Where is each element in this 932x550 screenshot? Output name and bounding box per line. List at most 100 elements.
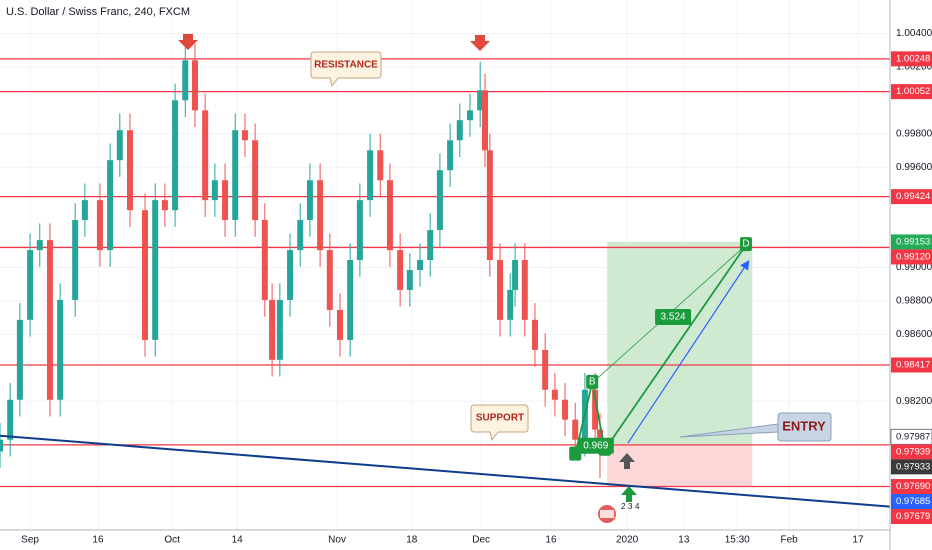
price-label-box <box>891 189 932 205</box>
candle-body <box>202 110 209 201</box>
candle-body <box>306 180 313 221</box>
entry-box <box>777 412 832 442</box>
candle-body <box>572 419 579 440</box>
ratio-box <box>577 437 614 454</box>
candle-body <box>96 200 103 251</box>
arrow-up <box>619 453 635 469</box>
chart-title: U.S. Dollar / Swiss Franc, 240, FXCM <box>6 6 190 18</box>
price-label-box <box>891 51 932 67</box>
candle-body <box>531 319 538 350</box>
candle-body <box>16 319 23 400</box>
x-tick-label: 17 <box>852 535 864 546</box>
arrow-down <box>470 35 490 51</box>
pattern-point <box>739 237 752 252</box>
candle-body <box>367 150 374 201</box>
price-label: 0.97685 <box>896 496 930 507</box>
price-label-box <box>891 249 932 265</box>
ratio-box <box>655 308 692 325</box>
event-label: 4 <box>635 502 640 511</box>
candle-body <box>222 180 229 221</box>
candle-body <box>107 160 114 251</box>
candle-body <box>7 399 14 440</box>
candle-body <box>172 100 179 211</box>
candle-body <box>36 240 43 251</box>
candle-body <box>27 250 34 320</box>
candle-body <box>336 309 343 340</box>
price-label-box <box>891 459 932 475</box>
candle-body <box>592 389 599 430</box>
resistance-bubble <box>310 51 382 88</box>
y-tick-label: 0.98200 <box>896 396 932 407</box>
x-tick-label: Dec <box>472 535 490 546</box>
price-label-box <box>891 479 932 495</box>
price-label-box <box>891 234 932 250</box>
candle-body <box>406 270 413 290</box>
x-tick-label: Feb <box>781 535 799 546</box>
price-label: 0.98417 <box>896 359 930 370</box>
x-tick-label: Nov <box>328 535 346 546</box>
candle-body <box>507 289 514 320</box>
candle-body <box>269 299 276 360</box>
candle-body <box>347 259 354 340</box>
candle-body <box>356 200 363 260</box>
price-label: 0.99153 <box>896 236 930 247</box>
pattern-label: B <box>589 377 596 388</box>
overlay: RESISTANCE SUPPORT ENTRY 2 3 4 BCD3.5240… <box>178 34 832 523</box>
annotation: ENTRY <box>782 418 826 433</box>
candle-body <box>276 299 283 360</box>
candle-body <box>232 130 239 221</box>
price-label: 0.97679 <box>896 511 930 522</box>
candle-body <box>377 150 384 181</box>
price-label: 0.97987 <box>896 431 930 442</box>
price-label-box <box>891 84 932 100</box>
x-tick-label: 15:30 <box>725 535 750 546</box>
candle-body <box>126 130 133 211</box>
projection-arrow <box>627 259 750 444</box>
candle-body <box>542 349 549 390</box>
candle-body <box>456 120 463 141</box>
price-label: 0.99424 <box>896 191 930 202</box>
price-label-box <box>891 494 932 510</box>
price-label: 1.00248 <box>896 53 930 64</box>
x-tick-label: 13 <box>678 535 690 546</box>
candle-body <box>182 60 189 101</box>
candle-body <box>596 429 603 445</box>
candle-body <box>116 130 123 161</box>
y-tick-label: 1.00400 <box>896 28 932 39</box>
pattern-line <box>574 244 747 455</box>
candle-body <box>287 250 294 300</box>
ratio-label: 0.969 <box>583 440 608 451</box>
y-tick-label: 0.99600 <box>896 162 932 173</box>
plot-area <box>0 0 890 530</box>
x-tick-label: 16 <box>545 535 557 546</box>
y-tick-label: 0.99800 <box>896 128 932 139</box>
price-label: 0.99120 <box>896 251 930 262</box>
candle-body <box>386 180 393 251</box>
x-tick-label: Sep <box>21 535 39 546</box>
event-label: 2 <box>621 502 626 511</box>
candle-body <box>261 220 268 300</box>
candle-body <box>152 200 159 340</box>
candle-body <box>211 180 218 201</box>
candle-body <box>317 180 324 251</box>
candle-body <box>0 439 3 452</box>
x-tick-label: 14 <box>232 535 244 546</box>
candle-body <box>72 220 79 300</box>
candle-body <box>57 299 64 400</box>
axes: 1.00400 1.00200 0.99800 0.99600 0.99000 0.988… <box>21 28 932 546</box>
candle-body <box>427 230 434 260</box>
candle-body <box>551 389 558 400</box>
candle-body <box>497 259 504 320</box>
candle-body <box>436 170 443 231</box>
candle-body <box>252 140 259 221</box>
support-bubble <box>470 404 529 442</box>
x-tick-label: 16 <box>92 535 104 546</box>
candle-body <box>326 250 333 310</box>
candle-body <box>521 259 528 320</box>
loss-zone <box>607 444 753 487</box>
y-tick-label: 0.99000 <box>896 262 932 273</box>
arrow-up <box>621 486 637 502</box>
price-label-box <box>891 444 932 460</box>
